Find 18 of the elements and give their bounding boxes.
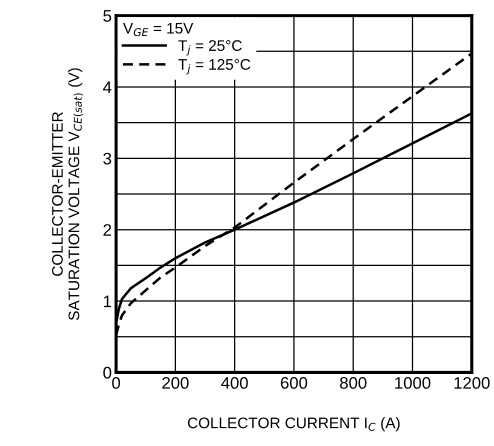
x-tick-label: 600 (280, 377, 308, 389)
y-tick-label: 5 (103, 10, 112, 22)
x-tick-label: 1200 (454, 377, 490, 389)
x-tick-label: 1000 (395, 377, 430, 389)
legend-title: V$_{GE}$ = 15V (123, 23, 194, 36)
x-axis-title: COLLECTOR CURRENT I$_{C}$ (A) (188, 417, 400, 432)
y-tick-label: 1 (104, 296, 112, 308)
x-tick-label: 400 (221, 377, 248, 389)
y-tick-label: 4 (103, 82, 112, 94)
x-tick-label: 0 (112, 377, 120, 389)
x-tick-label: 800 (340, 377, 366, 389)
y-tick-label: 3 (103, 152, 112, 165)
y-axis-title: COLLECTOR-EMITTER SATURATION VOLTAGE V$_{CE(sat)}$ (V) (52, 68, 84, 320)
x-tick-label: 200 (162, 377, 189, 389)
y-tick-label: 2 (103, 224, 112, 236)
y-tick-label: 0 (103, 366, 112, 379)
legend-label: T$_{j}$ = 25°C (178, 40, 242, 56)
legend-label: T$_{j}$ = 125°C (178, 59, 250, 74)
